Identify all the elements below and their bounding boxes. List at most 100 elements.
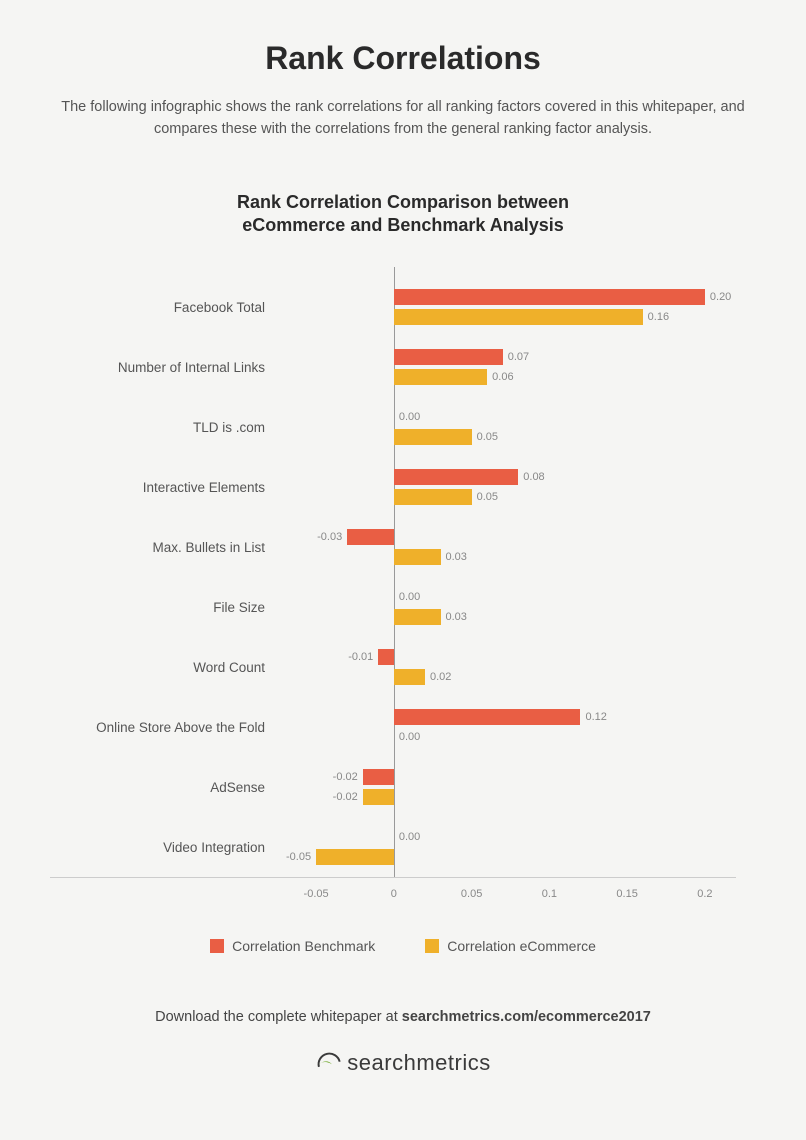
bar-rect [394,369,487,385]
bar: 0.08 [394,469,518,485]
bar-value-label: -0.02 [328,789,363,805]
bar-rect [394,429,472,445]
chart-row: File Size 0.00 0.03 [50,577,736,637]
logo-swoosh-icon [315,1050,341,1076]
bar-value-label: 0.02 [425,669,456,685]
chart-row: Max. Bullets in List-0.030.03 [50,517,736,577]
bar-rect [378,649,394,665]
chart-row: Interactive Elements 0.08 0.05 [50,457,736,517]
page-title: Rank Correlations [20,0,786,97]
bar: 0.02 [394,669,425,685]
bar-value-label: 0.07 [503,349,534,365]
category-label: Max. Bullets in List [50,540,285,555]
bar: -0.01 [378,649,394,665]
category-label: Interactive Elements [50,480,285,495]
legend-swatch-benchmark [210,939,224,953]
footer-prefix: Download the complete whitepaper at [155,1009,402,1025]
bar-value-label: 0.08 [518,469,549,485]
bar: 0.07 [394,349,503,365]
category-label: Word Count [50,660,285,675]
bar-value-label: 0.12 [580,709,611,725]
bar: 0.03 [394,609,441,625]
chart-legend: Correlation Benchmark Correlation eComme… [20,938,786,954]
category-label: AdSense [50,780,285,795]
bars-container: 0.12 0.00 [285,697,736,757]
chart-title-line1: Rank Correlation Comparison between [237,192,569,212]
bars-container: 0.000.05 [285,397,736,457]
legend-label-ecommerce: Correlation eCommerce [447,938,596,954]
bars-container: 0.20 0.16 [285,277,736,337]
bar-value-label: 0.00 [394,829,425,845]
searchmetrics-logo: searchmetrics [315,1050,490,1076]
bar-rect [363,789,394,805]
bar-value-label: 0.05 [472,429,503,445]
legend-swatch-ecommerce [425,939,439,953]
bar-value-label: -0.01 [343,649,378,665]
intro-text: The following infographic shows the rank… [43,97,763,141]
x-tick-label: -0.05 [304,888,329,900]
bar: 0.06 [394,369,487,385]
bar-rect [394,609,441,625]
chart-row: Number of Internal Links 0.07 0.06 [50,337,736,397]
x-tick-label: 0 [391,888,397,900]
chart-title: Rank Correlation Comparison between eCom… [20,191,786,238]
bar-value-label: -0.05 [281,849,316,865]
bar-rect [347,529,394,545]
logo-area: searchmetrics [20,1050,786,1121]
category-label: TLD is .com [50,420,285,435]
x-tick-label: 0.05 [461,888,482,900]
legend-item-ecommerce: Correlation eCommerce [425,938,596,954]
x-tick-label: 0.1 [542,888,557,900]
bar-rect [394,669,425,685]
bars-container: 0.00-0.05 [285,817,736,877]
bar-rect [394,349,503,365]
bar-value-label: 0.20 [705,289,736,305]
bar: -0.02 [363,789,394,805]
bar-value-label: 0.00 [394,589,425,605]
bar-value-label: 0.03 [441,549,472,565]
bar-value-label: 0.03 [441,609,472,625]
bar: 0.05 [394,489,472,505]
bar-value-label: -0.03 [312,529,347,545]
bar: -0.02 [363,769,394,785]
bar: 0.16 [394,309,643,325]
x-tick-label: 0.15 [616,888,637,900]
chart-row: Video Integration0.00-0.05 [50,817,736,877]
category-label: Number of Internal Links [50,360,285,375]
bar-rect [394,309,643,325]
bar-rect [394,709,581,725]
bar-rect [394,549,441,565]
bars-container: 0.07 0.06 [285,337,736,397]
bars-container: -0.02-0.02 [285,757,736,817]
legend-label-benchmark: Correlation Benchmark [232,938,375,954]
bar-value-label: 0.00 [394,729,425,745]
category-label: File Size [50,600,285,615]
bar-rect [394,489,472,505]
bar: 0.20 [394,289,705,305]
bars-container: 0.08 0.05 [285,457,736,517]
chart-row: Online Store Above the Fold0.120.00 [50,697,736,757]
bar-rect [363,769,394,785]
bar: 0.03 [394,549,441,565]
bar-rect [394,289,705,305]
chart-row: Facebook Total 0.20 0.16 [50,277,736,337]
category-label: Facebook Total [50,300,285,315]
chart-plot-area: Facebook Total 0.20 0.16 Number of Internal… [50,267,736,878]
chart-row: AdSense-0.02-0.02 [50,757,736,817]
category-label: Video Integration [50,840,285,855]
bar-value-label: 0.06 [487,369,518,385]
footer-link: searchmetrics.com/ecommerce2017 [402,1009,651,1025]
chart-row: Word Count-0.010.02 [50,637,736,697]
bar-value-label: 0.16 [643,309,674,325]
bar-value-label: -0.02 [328,769,363,785]
x-axis: -0.05 0 0.05 0.1 0.15 0.2 [50,888,736,908]
bar-value-label: 0.05 [472,489,503,505]
bar-rect [394,469,518,485]
footer-text: Download the complete whitepaper at sear… [20,1009,786,1025]
bar-rect [316,849,394,865]
bar: -0.03 [347,529,394,545]
bars-container: 0.00 0.03 [285,577,736,637]
chart-title-line2: eCommerce and Benchmark Analysis [242,215,563,235]
bar: -0.05 [316,849,394,865]
x-tick-label: 0.2 [697,888,712,900]
